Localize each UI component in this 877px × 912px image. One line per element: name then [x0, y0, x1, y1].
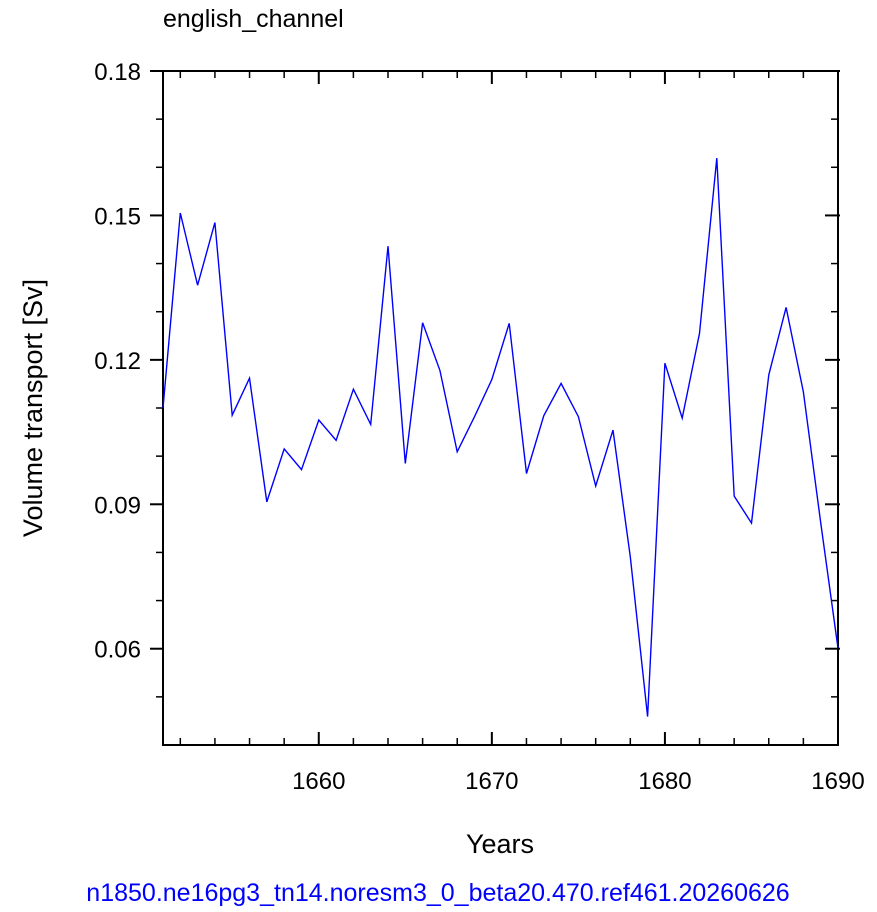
- chart-title: english_channel: [163, 5, 344, 33]
- y-tick-label: 0.12: [94, 348, 141, 375]
- footer-case-name: n1850.ne16pg3_tn14.noresm3_0_beta20.470.…: [86, 879, 789, 907]
- y-tick-label: 0.15: [94, 203, 141, 230]
- plot-area: 1660 1670 1680 1690 0.06 0.09 0.12 0.15 0.18: [94, 59, 864, 795]
- y-tick-label: 0.09: [94, 492, 141, 519]
- x-tick-label: 1680: [638, 768, 691, 795]
- x-tick-label: 1670: [465, 768, 518, 795]
- y-axis-label: Volume transport [Sv]: [18, 279, 48, 537]
- plot-frame: [162, 70, 839, 746]
- y-tick-label: 0.18: [94, 59, 141, 86]
- x-tick-label: 1660: [292, 768, 345, 795]
- y-tick-label: 0.06: [94, 637, 141, 664]
- x-axis-label: Years: [466, 829, 534, 859]
- series-line: [162, 158, 839, 717]
- x-tick-label: 1690: [811, 768, 864, 795]
